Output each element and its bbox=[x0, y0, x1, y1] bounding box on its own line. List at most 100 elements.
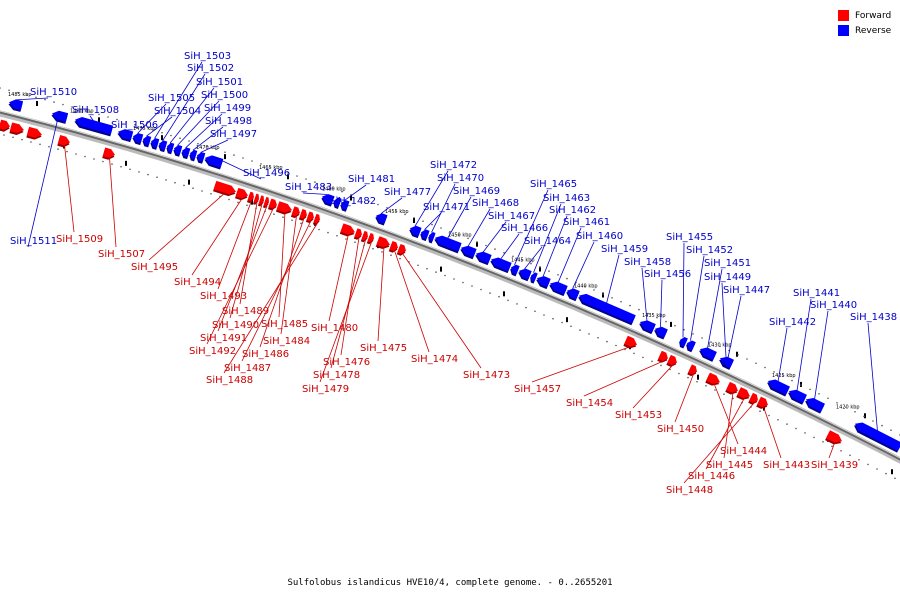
gene-SiH_1458[interactable] bbox=[637, 318, 656, 335]
scale-dot bbox=[156, 176, 158, 178]
gene-SiH_1474[interactable] bbox=[388, 240, 400, 254]
gene-arrow bbox=[159, 140, 168, 151]
scale-dot bbox=[489, 292, 491, 294]
gene-SiH_1479[interactable] bbox=[366, 232, 376, 245]
gene-SiH_1459[interactable] bbox=[576, 291, 636, 326]
gene-SiH_1439[interactable] bbox=[825, 430, 844, 447]
gene-SiH_1511[interactable] bbox=[50, 109, 69, 124]
gene-arrow bbox=[749, 392, 759, 403]
gene-SiH_1473[interactable] bbox=[396, 243, 408, 257]
gene-SiH_1455[interactable] bbox=[677, 336, 688, 349]
gene-SiH_1465[interactable] bbox=[509, 263, 520, 277]
scale-dot bbox=[377, 203, 379, 206]
gene-SiH_1462[interactable] bbox=[535, 274, 551, 290]
gene-SiH_1441[interactable] bbox=[786, 387, 807, 405]
gene-SiH_1499[interactable] bbox=[180, 146, 191, 160]
gene-SiH_1464[interactable] bbox=[517, 267, 532, 282]
scale-dot bbox=[170, 134, 172, 137]
gene-SiH_1466[interactable] bbox=[489, 255, 512, 274]
gene-SiH_1451[interactable] bbox=[697, 345, 717, 362]
scale-dot bbox=[291, 219, 293, 222]
gene-SiH_1443[interactable] bbox=[756, 396, 770, 411]
gene-SiH_1486[interactable] bbox=[298, 209, 309, 221]
gene-SiH_1489[interactable] bbox=[252, 193, 260, 206]
gene-SiH_1495[interactable] bbox=[213, 180, 237, 198]
gene-SiH_1490[interactable] bbox=[257, 195, 265, 207]
gene-SiH_1467[interactable] bbox=[474, 249, 492, 266]
gene-SiH_1507[interactable] bbox=[102, 147, 116, 161]
leader-line bbox=[328, 233, 349, 322]
gene-SiH_1475[interactable] bbox=[375, 236, 392, 251]
gene-SiH_1503[interactable] bbox=[149, 137, 160, 150]
scale-dot bbox=[462, 281, 464, 284]
gene-arrow bbox=[624, 335, 637, 347]
gene-arrow bbox=[322, 194, 335, 205]
gene-SiH_1498[interactable] bbox=[188, 149, 198, 162]
gene-SiH_1456[interactable] bbox=[652, 325, 668, 340]
gene-arrow bbox=[276, 201, 293, 213]
gene-SiH_1502[interactable] bbox=[157, 139, 168, 153]
scale-dot bbox=[818, 393, 820, 395]
gene-SiH_1496[interactable] bbox=[203, 154, 224, 170]
gene-SiH_1444[interactable] bbox=[705, 372, 722, 389]
gene-SiH_1470[interactable] bbox=[427, 231, 436, 244]
gene-SiH_1452[interactable] bbox=[684, 339, 696, 353]
gene-SiH_1504[interactable] bbox=[141, 135, 152, 148]
gene-SiH_1440[interactable] bbox=[803, 395, 825, 414]
gene-SiH_1483[interactable] bbox=[320, 192, 335, 207]
gene-SiH_1509[interactable] bbox=[57, 135, 71, 149]
gene-SiH_1472[interactable] bbox=[408, 224, 422, 239]
gene-SiH_1491[interactable] bbox=[262, 196, 270, 209]
gene-SiH_1461[interactable] bbox=[547, 279, 568, 297]
leader-line bbox=[336, 197, 348, 208]
gene-SiH_1469[interactable] bbox=[433, 234, 462, 254]
gene-SiH_1505[interactable] bbox=[131, 132, 144, 146]
gene-SiH_1453[interactable] bbox=[666, 354, 679, 369]
scale-dot bbox=[894, 477, 896, 480]
gene-arrow bbox=[655, 326, 668, 338]
gene-SiH_1493[interactable] bbox=[246, 191, 255, 204]
gene-SiH_1448[interactable] bbox=[748, 392, 760, 406]
gene-SiH_1438[interactable] bbox=[852, 420, 900, 453]
gene-SiH_1460[interactable] bbox=[564, 286, 580, 302]
scale-dot bbox=[359, 197, 361, 199]
gene-SiH_1445[interactable] bbox=[725, 381, 740, 397]
gene-SiH_1442[interactable] bbox=[765, 377, 790, 397]
gene-SiH_1480[interactable] bbox=[339, 223, 357, 238]
gene-arrow bbox=[397, 243, 407, 254]
gene-SiH_1478[interactable] bbox=[360, 230, 370, 243]
gene-SiH_1488[interactable] bbox=[312, 213, 322, 226]
gene-left-edge-3[interactable] bbox=[26, 126, 43, 141]
gene-SiH_1487[interactable] bbox=[305, 211, 316, 223]
scale-dot bbox=[665, 320, 667, 323]
gene-arrow bbox=[376, 236, 390, 248]
gene-SiH_1494[interactable] bbox=[234, 187, 249, 202]
scale-dot bbox=[251, 160, 253, 162]
gene-SiH_1450[interactable] bbox=[687, 364, 699, 377]
scale-dot bbox=[867, 463, 869, 466]
gene-SiH_1463[interactable] bbox=[529, 271, 538, 284]
gene-SiH_1477[interactable] bbox=[374, 212, 388, 226]
gene-SiH_1484[interactable] bbox=[290, 206, 302, 219]
gene-SiH_1485[interactable] bbox=[275, 201, 294, 216]
gene-left-edge-2[interactable] bbox=[9, 122, 25, 136]
gene-SiH_1454[interactable] bbox=[657, 350, 670, 365]
gene-SiH_1468[interactable] bbox=[459, 244, 477, 260]
gene-SiH_1492[interactable] bbox=[267, 198, 278, 212]
tick-mark-minor bbox=[697, 374, 699, 380]
scale-dot bbox=[17, 91, 19, 94]
gene-SiH_1457[interactable] bbox=[623, 335, 638, 351]
gene-SiH_1506[interactable] bbox=[116, 127, 134, 143]
gene-SiH_1508[interactable] bbox=[73, 115, 114, 137]
scale-dot bbox=[161, 131, 163, 134]
scale-dot bbox=[332, 187, 334, 190]
gene-left-edge-1[interactable] bbox=[0, 119, 11, 133]
gene-SiH_1500[interactable] bbox=[172, 144, 183, 157]
gene-SiH_1446[interactable] bbox=[736, 387, 752, 402]
gene-SiH_1476[interactable] bbox=[353, 228, 364, 241]
gene-SiH_1447[interactable] bbox=[721, 356, 734, 370]
gene-SiH_1497[interactable] bbox=[195, 151, 206, 164]
gene-SiH_1471[interactable] bbox=[419, 228, 430, 242]
gene-SiH_1510[interactable] bbox=[7, 98, 24, 112]
gene-SiH_1501[interactable] bbox=[165, 142, 175, 155]
